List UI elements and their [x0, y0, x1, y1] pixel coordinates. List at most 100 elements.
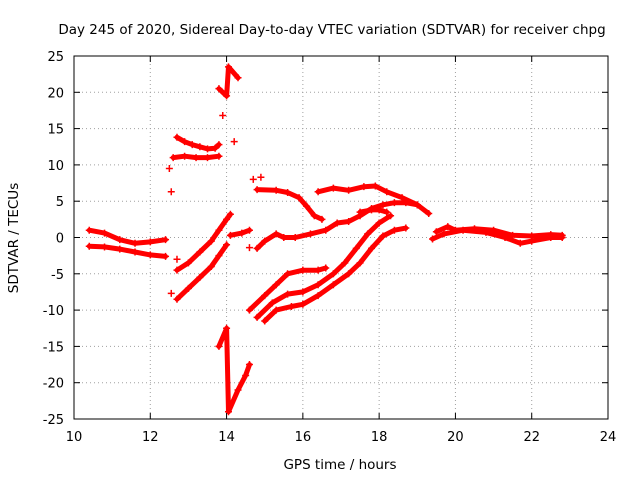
data-point — [253, 186, 261, 194]
x-tick-label: 12 — [142, 430, 159, 445]
data-point — [242, 371, 250, 379]
series-trace — [357, 207, 390, 215]
data-point — [364, 230, 372, 238]
series-steep-upper — [215, 63, 242, 100]
data-point — [245, 306, 253, 314]
x-axis-label: GPS time / hours — [283, 457, 396, 473]
data-point — [215, 141, 223, 149]
data-point — [223, 215, 231, 223]
data-point — [558, 234, 566, 241]
data-point — [295, 194, 303, 202]
x-tick-label: 22 — [523, 430, 540, 445]
data-point — [215, 252, 223, 260]
data-point — [368, 206, 376, 214]
series-arc-15h — [253, 186, 326, 223]
y-tick-label: -5 — [51, 268, 64, 283]
data-point — [356, 259, 364, 267]
data-point — [310, 212, 318, 220]
data-point — [234, 74, 242, 82]
series-rise-a — [173, 210, 234, 274]
data-point — [196, 248, 204, 256]
series-arc-early-low — [85, 226, 170, 247]
data-point — [257, 173, 265, 181]
y-axis-label: SDTVAR / TECUs — [6, 183, 22, 293]
series-trace — [216, 64, 241, 99]
series-arc-mid-a — [245, 264, 330, 314]
y-tick-label: -10 — [43, 304, 64, 319]
data-point — [272, 281, 280, 289]
data-point — [85, 226, 93, 234]
data-point — [184, 259, 192, 267]
data-point — [169, 154, 177, 162]
data-point — [249, 175, 257, 183]
x-tick-label: 10 — [66, 430, 83, 445]
series-arc-13h-high — [173, 133, 223, 153]
y-tick-label: 0 — [56, 232, 64, 247]
data-point — [318, 215, 326, 223]
data-point — [101, 229, 109, 237]
x-tick-label: 20 — [447, 430, 464, 445]
data-point — [375, 219, 383, 227]
data-point — [245, 361, 253, 369]
data-point — [482, 228, 490, 236]
data-point — [284, 270, 292, 278]
data-point — [223, 241, 231, 249]
data-point — [238, 229, 246, 237]
data-point — [413, 201, 421, 209]
data-point — [215, 152, 223, 160]
x-tick-label: 16 — [295, 430, 312, 445]
data-point — [173, 266, 181, 274]
data-point — [383, 188, 391, 196]
series-trace — [174, 211, 233, 273]
data-point — [245, 226, 253, 234]
data-point — [196, 143, 204, 151]
data-point — [245, 244, 253, 252]
data-point — [303, 202, 311, 210]
data-layer — [85, 63, 566, 416]
data-point — [204, 145, 211, 153]
data-point — [509, 231, 517, 239]
chart-title: Day 245 of 2020, Sidereal Day-to-day VTE… — [58, 22, 605, 38]
series-arc-15h-zero — [253, 199, 421, 252]
y-tick-label: 15 — [47, 123, 64, 138]
series-trace — [254, 187, 325, 222]
data-point — [390, 226, 398, 234]
series-rise-b — [173, 241, 231, 303]
x-tick-label: 18 — [371, 430, 388, 445]
data-point — [162, 236, 170, 244]
data-point — [284, 290, 292, 298]
data-point — [429, 235, 437, 243]
series-arc-13h-mid — [169, 152, 223, 162]
data-point — [272, 230, 280, 238]
data-point — [173, 295, 181, 303]
data-point — [272, 186, 280, 194]
data-point — [261, 292, 269, 300]
data-point — [280, 234, 288, 241]
data-point — [272, 306, 280, 314]
y-tick-label: 25 — [47, 50, 64, 65]
data-point — [390, 199, 398, 207]
y-tick-label: 20 — [47, 86, 64, 101]
series-steep-lower — [215, 324, 253, 416]
data-point — [188, 141, 196, 149]
data-point — [253, 313, 261, 321]
data-point — [101, 243, 109, 251]
series-arc-mid-b — [253, 212, 395, 321]
data-point — [287, 302, 295, 310]
data-point — [314, 292, 322, 300]
axis-ticks: 10 12 14 16 18 20 22 24 -25 -20 -15 -10 -5 0 5 10 15 20 25 — [43, 50, 617, 445]
data-point — [379, 232, 387, 240]
data-point — [167, 289, 175, 297]
data-point — [261, 237, 269, 245]
data-point — [85, 242, 93, 250]
data-point — [224, 63, 232, 71]
data-point — [459, 226, 467, 234]
data-point — [162, 252, 170, 260]
data-point — [299, 288, 307, 296]
series-arc-late-c — [429, 226, 566, 247]
data-point — [226, 231, 234, 239]
data-point — [306, 230, 314, 238]
data-point — [299, 300, 307, 308]
data-point — [345, 218, 353, 226]
